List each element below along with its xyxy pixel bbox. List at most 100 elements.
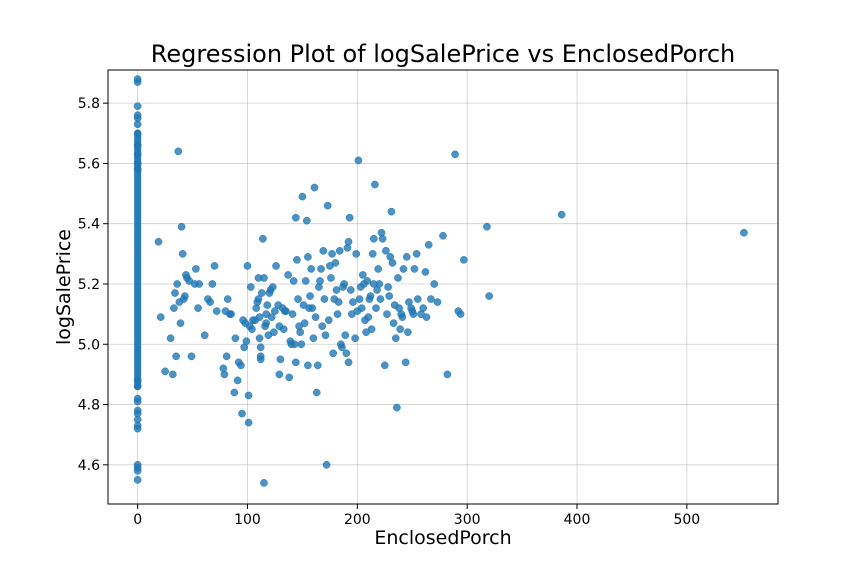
scatter-point bbox=[263, 301, 272, 309]
scatter-point bbox=[194, 304, 202, 312]
scatter-point bbox=[279, 325, 288, 334]
scatter-point bbox=[133, 382, 142, 391]
scatter-point bbox=[316, 277, 324, 285]
y-tick-label: 5.4 bbox=[78, 217, 100, 233]
scatter-point bbox=[244, 391, 253, 400]
scatter-point bbox=[260, 479, 268, 487]
scatter-point bbox=[412, 249, 421, 258]
scatter-point bbox=[366, 292, 375, 300]
scatter-point bbox=[220, 370, 229, 379]
scatter-point bbox=[378, 234, 387, 243]
scatter-point bbox=[133, 165, 142, 174]
scatter-point bbox=[413, 295, 422, 303]
scatter-point bbox=[133, 424, 142, 433]
scatter-point bbox=[222, 352, 231, 361]
scatter-point bbox=[410, 265, 419, 273]
scatter-point bbox=[368, 249, 377, 258]
scatter-point bbox=[310, 183, 319, 192]
scatter-point bbox=[456, 310, 465, 318]
x0-band bbox=[134, 129, 142, 390]
scatter-point bbox=[133, 476, 142, 484]
scatter-point bbox=[363, 277, 372, 285]
scatter-point bbox=[256, 343, 265, 352]
x-ticks: 0 100 200 300 400 500 bbox=[133, 504, 700, 528]
scatter-point bbox=[288, 310, 297, 318]
scatter-point bbox=[401, 358, 410, 367]
scatter-point bbox=[133, 102, 142, 111]
scatter-point bbox=[342, 349, 351, 358]
scatter-point bbox=[177, 222, 186, 231]
scatter-point bbox=[276, 355, 285, 364]
scatter-point bbox=[238, 409, 246, 418]
scatter-point bbox=[170, 304, 178, 312]
scatter-point bbox=[233, 376, 242, 385]
data-points bbox=[133, 75, 748, 487]
scatter-point bbox=[256, 355, 265, 364]
scatter-point bbox=[187, 352, 196, 361]
scatter-point bbox=[306, 292, 314, 300]
scatter-point bbox=[338, 343, 346, 352]
scatter-point bbox=[382, 246, 390, 255]
scatter-point bbox=[244, 418, 253, 427]
scatter-point bbox=[248, 325, 256, 334]
scatter-point bbox=[301, 277, 310, 285]
scatter-point bbox=[372, 304, 380, 312]
scatter-point bbox=[223, 295, 232, 303]
scatter-point bbox=[227, 310, 235, 318]
scatter-point bbox=[364, 313, 373, 321]
x-axis-label: EnclosedPorch bbox=[374, 527, 511, 549]
scatter-point bbox=[354, 156, 363, 165]
scatter-point bbox=[173, 280, 182, 288]
scatter-point bbox=[267, 313, 276, 321]
scatter-point bbox=[172, 352, 180, 361]
scatter-point bbox=[424, 240, 433, 249]
scatter-point bbox=[285, 373, 294, 382]
scatter-point bbox=[156, 313, 165, 321]
scatter-point bbox=[329, 349, 338, 358]
scatter-point bbox=[334, 298, 343, 306]
scatter-point bbox=[385, 292, 394, 300]
scatter-point bbox=[212, 307, 221, 315]
scatter-point bbox=[168, 370, 177, 379]
scatter-point bbox=[294, 295, 302, 303]
scatter-point bbox=[323, 201, 332, 210]
scatter-point bbox=[231, 334, 240, 343]
scatter-point bbox=[268, 283, 277, 291]
scatter-point bbox=[289, 277, 298, 285]
scatter-point bbox=[254, 295, 263, 303]
scatter-point bbox=[271, 307, 279, 315]
scatter-point bbox=[304, 361, 312, 370]
scatter-point bbox=[275, 370, 284, 379]
scatter-point bbox=[309, 334, 318, 343]
scatter-point bbox=[333, 310, 342, 318]
scatter-point bbox=[340, 280, 348, 288]
scatter-point bbox=[311, 313, 320, 321]
scatter-point bbox=[367, 325, 376, 334]
scatter-point bbox=[260, 274, 268, 282]
scatter-point bbox=[206, 298, 214, 306]
scatter-point bbox=[443, 370, 452, 379]
scatter-point bbox=[312, 388, 321, 397]
scatter-point bbox=[270, 328, 278, 337]
scatter-point bbox=[485, 292, 493, 300]
scatter-point bbox=[321, 331, 330, 340]
scatter-point bbox=[208, 280, 217, 288]
scatter-point bbox=[320, 295, 329, 303]
scatter-point bbox=[341, 331, 350, 340]
scatter-point bbox=[345, 213, 354, 222]
scatter-point bbox=[304, 253, 312, 261]
scatter-point bbox=[393, 403, 401, 412]
y-tick-label: 5.0 bbox=[78, 337, 100, 353]
scatter-point bbox=[419, 304, 428, 312]
scatter-point bbox=[230, 388, 239, 397]
scatter-point bbox=[178, 249, 187, 258]
scatter-point bbox=[242, 337, 251, 346]
scatter-point bbox=[308, 304, 317, 312]
scatter-point bbox=[371, 180, 379, 189]
x-tick-label: 500 bbox=[673, 512, 700, 528]
scatter-point bbox=[317, 265, 325, 273]
scatter-point bbox=[290, 340, 299, 349]
scatter-point bbox=[399, 265, 408, 273]
scatter-point bbox=[133, 150, 142, 159]
scatter-point bbox=[352, 249, 361, 258]
